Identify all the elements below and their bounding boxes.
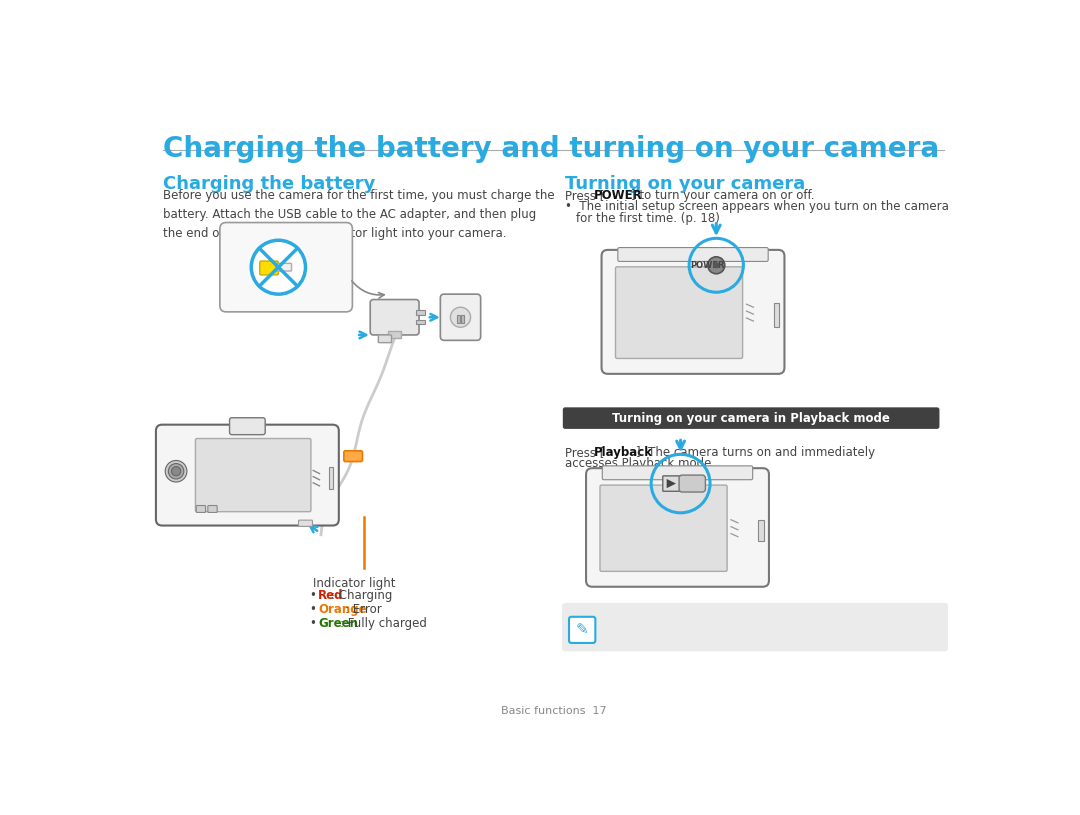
FancyBboxPatch shape [195,438,311,512]
Text: Playback: Playback [773,639,826,649]
Text: Charging the battery and turning on your camera: Charging the battery and turning on your… [163,134,939,163]
Polygon shape [666,479,676,488]
Text: Indicator light: Indicator light [313,577,395,590]
FancyBboxPatch shape [679,475,705,492]
Text: •: • [309,617,316,630]
FancyBboxPatch shape [197,505,205,513]
FancyBboxPatch shape [207,505,217,513]
Text: •  The initial setup screen appears when you turn on the camera: • The initial setup screen appears when … [565,200,949,214]
Bar [773,302,779,328]
Text: Basic functions  17: Basic functions 17 [501,706,606,716]
Bar [416,319,426,324]
FancyBboxPatch shape [569,617,595,643]
FancyBboxPatch shape [276,263,292,271]
FancyBboxPatch shape [563,408,940,429]
FancyBboxPatch shape [603,466,753,480]
Text: Press [: Press [ [565,188,605,201]
Text: •: • [309,603,316,616]
Circle shape [707,257,725,274]
Text: ] to turn your camera on or off.: ] to turn your camera on or off. [631,188,814,201]
FancyBboxPatch shape [602,250,784,374]
Text: If you turn on your camera by pressing and holding [: If you turn on your camera by pressing a… [603,639,878,649]
FancyBboxPatch shape [343,451,363,461]
FancyBboxPatch shape [230,418,266,434]
Text: Press [: Press [ [565,446,605,459]
Bar [389,331,401,338]
Text: Orange: Orange [318,603,366,616]
Text: Red: Red [318,589,343,602]
Circle shape [165,460,187,482]
Bar [416,311,426,315]
Text: Turning on your camera: Turning on your camera [565,174,806,193]
Bar [457,315,460,323]
FancyBboxPatch shape [298,520,312,526]
FancyBboxPatch shape [378,335,392,342]
Text: Before you use the camera for the first time, you must charge the
battery. Attac: Before you use the camera for the first … [163,188,554,240]
Text: POWER: POWER [691,261,725,270]
FancyBboxPatch shape [600,485,727,571]
Text: •: • [309,589,316,602]
Text: Charging the battery: Charging the battery [163,174,375,193]
Text: Playback: Playback [594,446,652,459]
Circle shape [168,464,184,479]
Bar [461,315,464,323]
FancyBboxPatch shape [370,300,419,335]
Bar [758,520,764,541]
Text: Turning on your camera in Playback mode: Turning on your camera in Playback mode [612,412,890,425]
Circle shape [450,307,471,328]
FancyBboxPatch shape [156,425,339,526]
FancyBboxPatch shape [586,468,769,587]
Text: ✎: ✎ [576,623,589,637]
Text: accesses Playback mode.: accesses Playback mode. [565,457,715,470]
Text: ]. The camera turns on and immediately: ]. The camera turns on and immediately [636,446,876,459]
Circle shape [713,262,719,268]
FancyBboxPatch shape [220,222,352,312]
Text: ] for about 5: ] for about 5 [801,639,866,649]
Circle shape [172,467,180,476]
Text: POWER: POWER [594,188,643,201]
Text: seconds, the camera does not emit any sounds.: seconds, the camera does not emit any so… [603,628,853,637]
FancyBboxPatch shape [618,248,768,262]
FancyBboxPatch shape [260,261,279,275]
FancyBboxPatch shape [663,476,679,491]
Circle shape [252,240,306,294]
FancyBboxPatch shape [562,603,948,651]
FancyBboxPatch shape [616,267,743,359]
Text: : Error: : Error [345,603,381,616]
Text: Green: Green [318,617,357,630]
Bar [328,467,334,489]
Text: for the first time. (p. 18): for the first time. (p. 18) [576,212,720,225]
Text: : Charging: : Charging [332,589,393,602]
Text: : Fully charged: : Fully charged [340,617,428,630]
FancyBboxPatch shape [441,294,481,341]
